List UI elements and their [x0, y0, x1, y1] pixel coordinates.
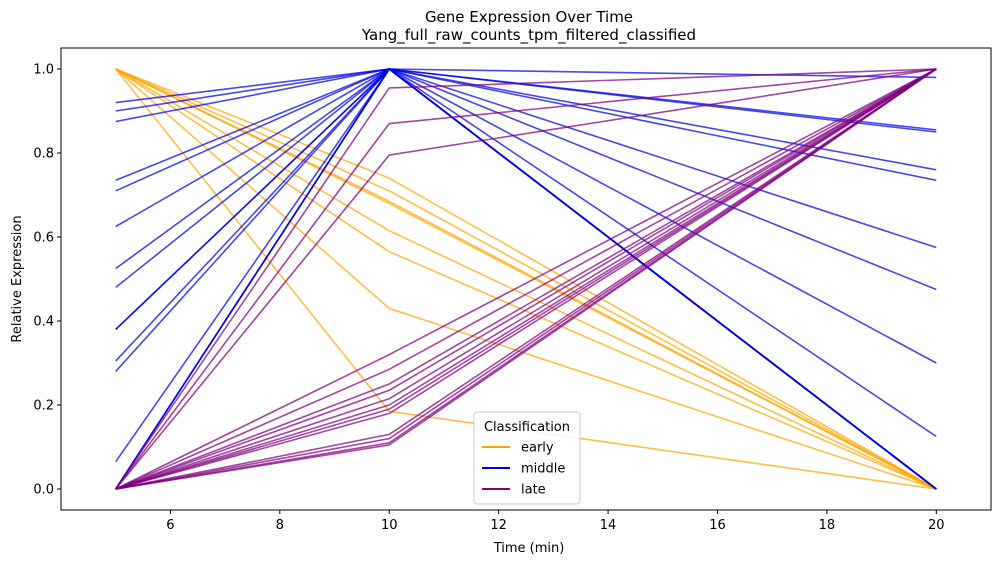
x-tick-label: 14: [600, 518, 617, 533]
x-tick-label: 16: [709, 518, 726, 533]
y-tick-label: 0.8: [33, 147, 54, 162]
series-line-late: [115, 68, 937, 490]
x-tick-label: 8: [276, 518, 284, 533]
y-tick-label: 0.2: [33, 399, 54, 414]
chart-subtitle: Yang_full_raw_counts_tpm_filtered_classi…: [361, 26, 696, 45]
series-line-late: [115, 68, 937, 490]
series-line-early: [115, 68, 937, 490]
x-tick-label: 6: [166, 518, 174, 533]
series-line-early: [115, 68, 937, 490]
y-tick-label: 0.0: [33, 483, 54, 498]
series-line-middle: [115, 68, 937, 133]
chart-title: Gene Expression Over Time: [425, 8, 633, 26]
series-line-early: [115, 68, 937, 490]
series-line-late: [115, 68, 937, 490]
series-line-middle: [115, 68, 937, 131]
y-axis-label: Relative Expression: [10, 215, 25, 342]
y-tick-label: 1.0: [33, 63, 54, 78]
x-axis-ticks: 6 8 10 12 14 16 18 20: [166, 510, 945, 533]
x-tick-label: 20: [928, 518, 945, 533]
x-tick-label: 12: [490, 518, 507, 533]
series-line-late: [115, 68, 937, 490]
series-line-early: [115, 68, 937, 490]
series-line-late: [115, 68, 937, 490]
series-line-early: [115, 68, 937, 490]
series-line-late: [115, 68, 937, 490]
legend-title: Classification: [484, 420, 570, 435]
series-line-late: [115, 68, 937, 490]
series-line-late: [115, 68, 937, 490]
series-line-late: [115, 68, 937, 490]
series-line-early: [115, 68, 937, 490]
plot-frame: [60, 47, 992, 511]
series-layer: [115, 68, 937, 490]
y-tick-label: 0.6: [33, 231, 54, 246]
legend-label-middle: middle: [521, 462, 565, 477]
x-axis-label: Time (min): [493, 541, 565, 556]
series-line-late: [115, 68, 937, 490]
series-line-middle: [115, 68, 937, 249]
series-line-late: [115, 68, 937, 490]
y-axis-ticks: 0.0 0.2 0.4 0.6 0.8 1.0: [33, 63, 61, 498]
legend-label-late: late: [521, 483, 546, 498]
series-line-early: [115, 68, 937, 490]
series-line-late: [115, 68, 937, 490]
y-tick-label: 0.4: [33, 315, 54, 330]
series-line-late: [115, 68, 937, 490]
legend-box: [473, 411, 581, 505]
legend: Classification early middle late: [473, 411, 581, 505]
x-tick-label: 10: [381, 518, 398, 533]
legend-label-early: early: [521, 441, 554, 456]
series-line-late: [115, 68, 937, 490]
series-line-middle: [115, 68, 937, 490]
x-tick-label: 18: [819, 518, 836, 533]
